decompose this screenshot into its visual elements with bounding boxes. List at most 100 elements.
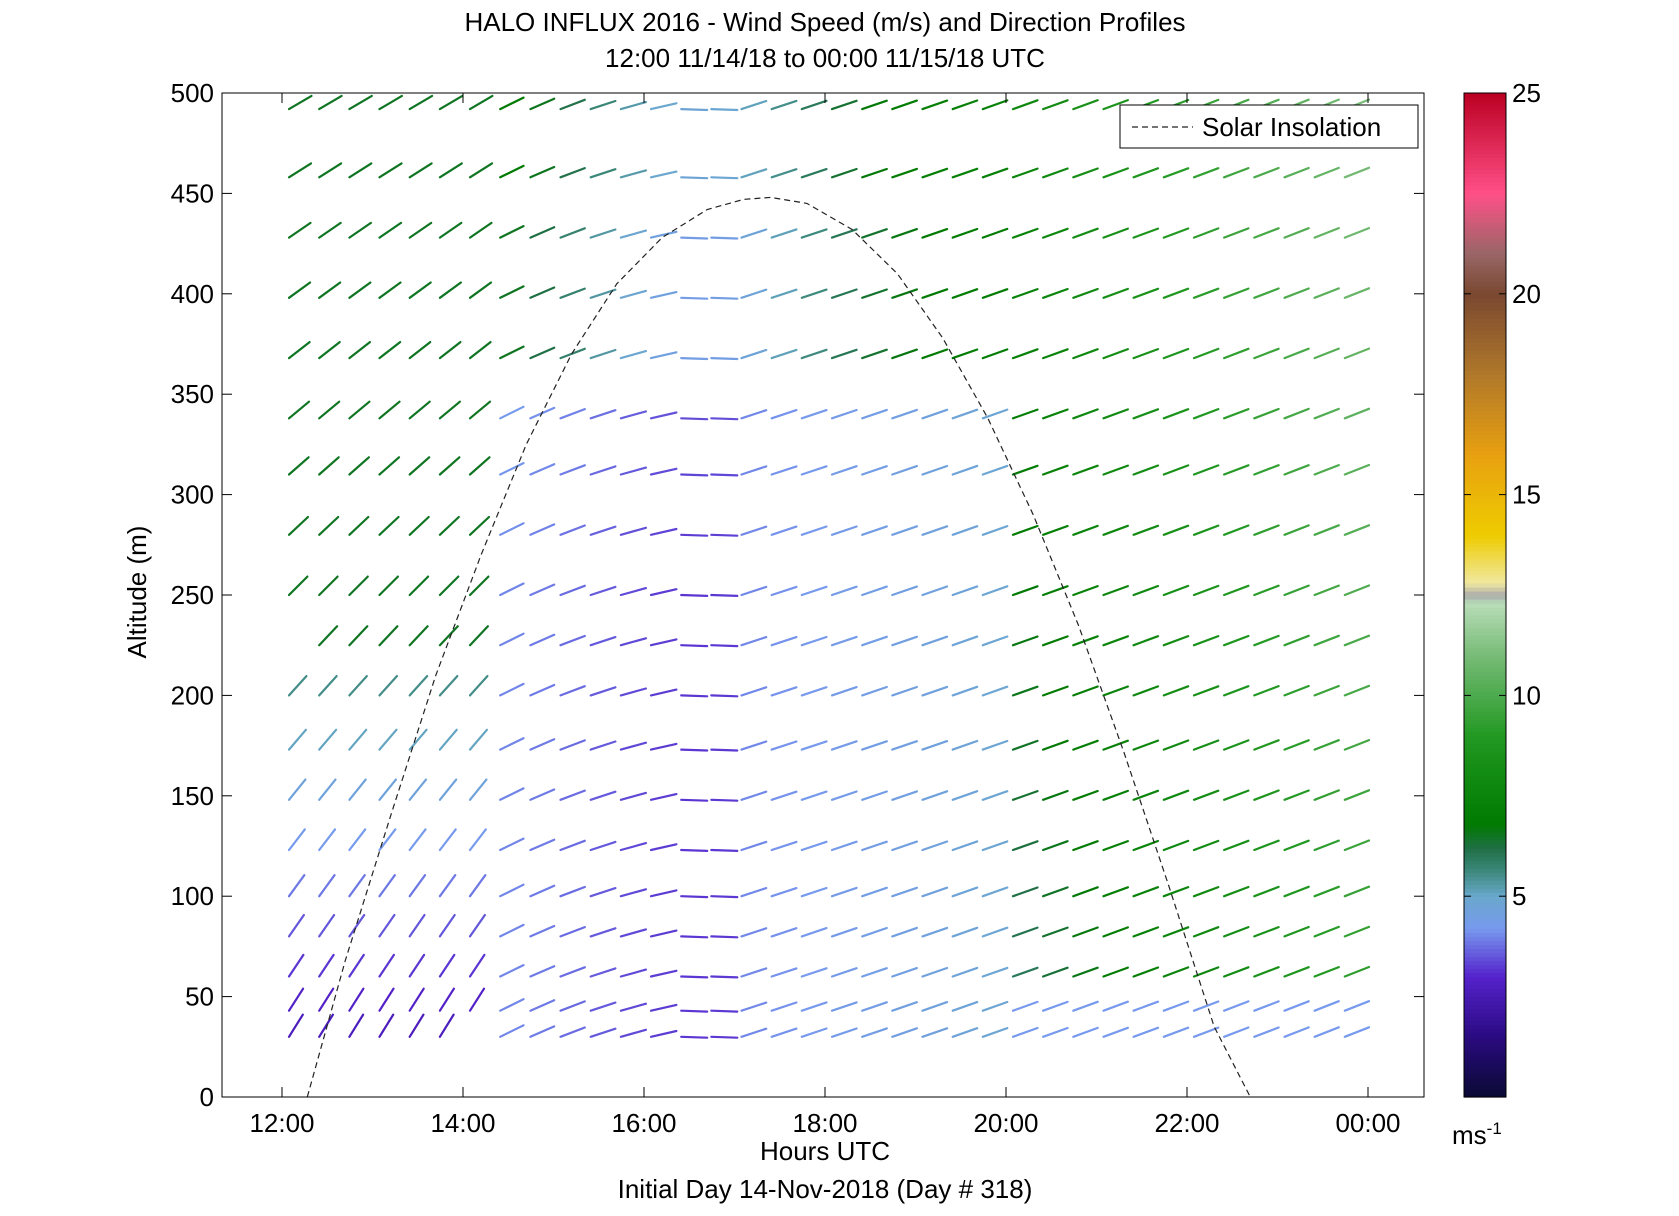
wind-barb — [468, 341, 492, 360]
wind-barb — [348, 221, 372, 239]
colorbar-segment — [1464, 799, 1506, 805]
wind-barb — [287, 221, 312, 239]
colorbar-segment — [1464, 1072, 1506, 1078]
colorbar-segment — [1464, 667, 1506, 672]
colorbar-segment — [1464, 1040, 1506, 1046]
colorbar-segment — [1464, 305, 1506, 311]
wind-barb — [891, 966, 919, 978]
colorbar-segment — [1464, 896, 1506, 901]
wind-barb — [951, 99, 979, 111]
wind-barb — [770, 168, 798, 179]
wind-barb — [1192, 1000, 1220, 1012]
wind-barb — [710, 296, 739, 300]
wind-barb — [1041, 227, 1069, 239]
wind-barb — [1222, 966, 1250, 978]
wind-barb — [1072, 685, 1099, 697]
colorbar-segment — [1464, 671, 1506, 676]
wind-barb — [499, 96, 525, 111]
colorbar-segment — [1464, 976, 1506, 982]
wind-barb — [1343, 684, 1371, 697]
wind-barb — [649, 527, 678, 536]
wind-barb — [1011, 966, 1039, 978]
wind-barb — [1343, 463, 1371, 476]
y-tick-label: 0 — [200, 1082, 214, 1112]
colorbar-segment — [1464, 924, 1506, 929]
wind-barb — [830, 99, 858, 111]
wind-barb — [468, 778, 488, 801]
wind-barb — [951, 585, 979, 597]
colorbar-segment — [1464, 1028, 1506, 1034]
colorbar-segment — [1464, 719, 1506, 725]
wind-barb — [1072, 524, 1099, 536]
wind-barb — [770, 585, 798, 597]
wind-barb — [921, 348, 949, 360]
colorbar-segment — [1464, 193, 1506, 199]
wind-barb — [1162, 524, 1190, 536]
colorbar-segment — [1464, 426, 1506, 431]
wind-barb — [740, 686, 768, 697]
wind-barb — [1192, 789, 1220, 801]
wind-barb — [1313, 464, 1340, 476]
colorbar-segment — [1464, 960, 1506, 966]
wind-barb — [1313, 965, 1340, 978]
wind-barb — [1072, 167, 1099, 179]
wind-barb — [1253, 524, 1280, 536]
wind-barb — [1253, 739, 1280, 751]
colorbar-segment — [1464, 611, 1506, 616]
wind-barb — [559, 966, 586, 978]
colorbar-segment — [1464, 1044, 1506, 1050]
colorbar-segment — [1464, 181, 1506, 186]
wind-barb — [951, 1027, 979, 1038]
wind-barb — [1343, 634, 1371, 647]
colorbar-segment — [1464, 1012, 1506, 1018]
wind-barb — [1102, 966, 1130, 978]
wind-barb — [1253, 634, 1280, 647]
wind-barb — [951, 739, 979, 751]
wind-barb — [921, 99, 949, 111]
wind-barb — [378, 575, 399, 597]
wind-barb — [1222, 347, 1250, 360]
colorbar-segment — [1464, 113, 1506, 118]
colorbar-segment — [1464, 341, 1506, 347]
wind-barb — [861, 525, 888, 536]
wind-barb — [740, 585, 768, 597]
wind-barb — [378, 456, 401, 476]
wind-barb — [981, 1026, 1009, 1038]
wind-barb — [1222, 634, 1250, 647]
wind-barb — [1072, 584, 1099, 597]
wind-barb — [981, 635, 1009, 647]
wind-barb — [589, 348, 617, 360]
wind-barb — [1313, 789, 1340, 801]
wind-barb — [1132, 635, 1160, 647]
wind-barb — [1222, 227, 1250, 239]
wind-barb — [559, 885, 586, 898]
wind-barb — [1313, 925, 1340, 938]
colorbar-segment — [1464, 767, 1506, 773]
wind-barb — [438, 575, 460, 597]
wind-barb — [921, 408, 949, 420]
wind-barb — [1313, 227, 1340, 239]
wind-barb — [891, 685, 919, 697]
wind-barb — [559, 464, 586, 476]
wind-barb — [1222, 685, 1250, 697]
colorbar-tick-label: 20 — [1512, 279, 1541, 309]
colorbar-segment — [1464, 337, 1506, 343]
colorbar-segment — [1464, 615, 1506, 620]
wind-barb — [1011, 840, 1039, 852]
colorbar-segment — [1464, 494, 1506, 500]
wind-barb — [468, 874, 487, 898]
colorbar-segment — [1464, 619, 1506, 624]
wind-barb — [499, 462, 525, 476]
wind-barb — [438, 281, 462, 299]
wind-barb — [921, 228, 949, 239]
colorbar-segment — [1464, 490, 1506, 496]
wind-barb — [529, 226, 556, 239]
colorbar-segment — [1464, 101, 1506, 106]
wind-barb — [740, 168, 768, 179]
wind-barb — [1313, 1026, 1340, 1038]
colorbar-segment — [1464, 691, 1506, 696]
wind-barb — [348, 987, 365, 1012]
colorbar-segment — [1464, 751, 1506, 757]
wind-barb — [559, 925, 586, 938]
wind-barb — [1343, 885, 1371, 898]
